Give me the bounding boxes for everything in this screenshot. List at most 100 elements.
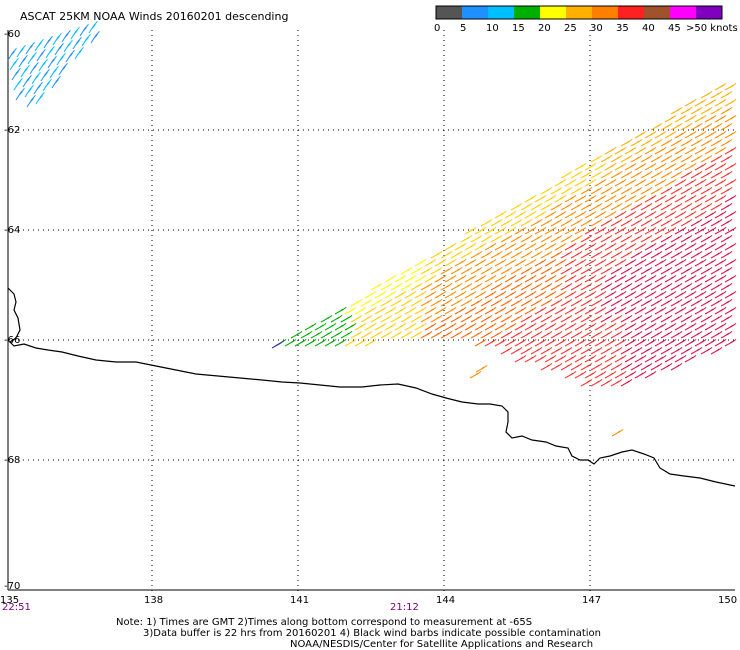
wind-barb xyxy=(474,338,487,347)
wind-barb xyxy=(65,49,75,63)
wind-barb xyxy=(454,306,467,315)
wind-barb xyxy=(714,162,727,171)
wind-barb xyxy=(704,242,717,251)
wind-barb xyxy=(680,106,693,115)
wind-barb xyxy=(420,298,433,307)
wind-barb xyxy=(574,322,587,331)
wind-barb xyxy=(470,266,483,275)
wind-barb xyxy=(414,258,427,267)
wind-barb xyxy=(594,210,607,219)
wind-barb xyxy=(710,298,723,307)
wind-barb xyxy=(684,162,697,171)
wind-barb xyxy=(664,258,677,267)
wind-barb xyxy=(650,138,663,147)
wind-barb xyxy=(520,218,533,227)
wind-barb xyxy=(624,370,637,379)
wind-barb xyxy=(610,362,623,371)
wind-barb xyxy=(644,290,657,299)
wind-barb xyxy=(674,210,687,219)
wind-barb xyxy=(630,154,643,163)
wind-barb xyxy=(480,330,493,339)
wind-barb xyxy=(714,226,727,235)
wind-barb xyxy=(680,282,693,291)
wind-barb xyxy=(690,170,703,179)
wind-barb xyxy=(484,322,497,331)
wind-barb xyxy=(690,314,703,323)
wind-barb xyxy=(630,346,643,355)
colorbar-tick-label: 15 xyxy=(512,23,525,34)
wind-barb xyxy=(350,298,363,307)
colorbar-tick-label: 0 xyxy=(434,23,440,34)
wind-barb xyxy=(26,94,36,108)
wind-barb xyxy=(444,306,457,315)
wind-barb xyxy=(40,68,50,82)
wind-barb xyxy=(611,428,624,437)
wind-barb xyxy=(634,178,647,187)
wind-barb xyxy=(690,250,703,259)
wind-barb xyxy=(680,266,693,275)
wind-barb xyxy=(710,266,723,275)
wind-barb xyxy=(574,226,587,235)
wind-barb xyxy=(350,330,363,339)
wind-barb xyxy=(700,346,713,355)
wind-barb xyxy=(514,242,527,251)
wind-barb xyxy=(574,290,587,299)
wind-barb xyxy=(550,282,563,291)
wind-barb xyxy=(394,322,407,331)
wind-barb xyxy=(664,130,677,139)
wind-barb xyxy=(630,266,643,275)
wind-barb xyxy=(620,266,633,275)
wind-barb xyxy=(690,346,703,355)
wind-barb xyxy=(630,314,643,323)
colorbar-tick-label: 40 xyxy=(642,23,655,34)
wind-barb xyxy=(554,210,567,219)
wind-barb xyxy=(560,362,573,371)
wind-barb xyxy=(420,330,433,339)
wind-barb xyxy=(664,114,677,123)
y-tick-label: -68 xyxy=(4,455,20,466)
wind-barb xyxy=(680,234,693,243)
wind-barb xyxy=(654,178,667,187)
wind-barb xyxy=(670,346,683,355)
wind-barb xyxy=(680,154,693,163)
wind-barb xyxy=(35,91,45,105)
wind-barb xyxy=(514,354,527,363)
x-tick-label: 138 xyxy=(144,595,163,606)
wind-barb xyxy=(684,274,697,283)
wind-barb xyxy=(354,306,367,315)
wind-barb xyxy=(640,234,653,243)
wind-barb xyxy=(620,346,633,355)
wind-barb xyxy=(700,234,713,243)
wind-barb xyxy=(564,226,577,235)
wind-barb xyxy=(664,290,677,299)
wind-barb xyxy=(544,274,557,283)
wind-barb xyxy=(450,250,463,259)
wind-barb xyxy=(660,154,673,163)
wind-barb xyxy=(714,130,727,139)
wind-barb xyxy=(564,306,577,315)
wind-barb xyxy=(490,250,503,259)
wind-barb xyxy=(694,178,707,187)
wind-barb xyxy=(430,330,443,339)
wind-barb xyxy=(724,194,737,203)
wind-barb xyxy=(710,154,723,163)
wind-barb xyxy=(634,322,647,331)
wind-barb xyxy=(31,71,41,85)
wind-barb xyxy=(724,146,737,155)
wind-barb xyxy=(640,346,653,355)
wind-barb xyxy=(534,306,547,315)
wind-barb xyxy=(620,138,633,147)
wind-barb xyxy=(484,274,497,283)
wind-barb xyxy=(570,298,583,307)
wind-barb xyxy=(610,218,623,227)
wind-barb xyxy=(680,298,693,307)
wind-barb xyxy=(544,290,557,299)
wind-barb xyxy=(724,130,737,139)
wind-barb xyxy=(534,258,547,267)
wind-barb xyxy=(430,298,443,307)
wind-barb xyxy=(640,250,653,259)
wind-barb xyxy=(654,306,667,315)
wind-barb xyxy=(610,154,623,163)
wind-barb xyxy=(674,226,687,235)
wind-barb xyxy=(684,242,697,251)
